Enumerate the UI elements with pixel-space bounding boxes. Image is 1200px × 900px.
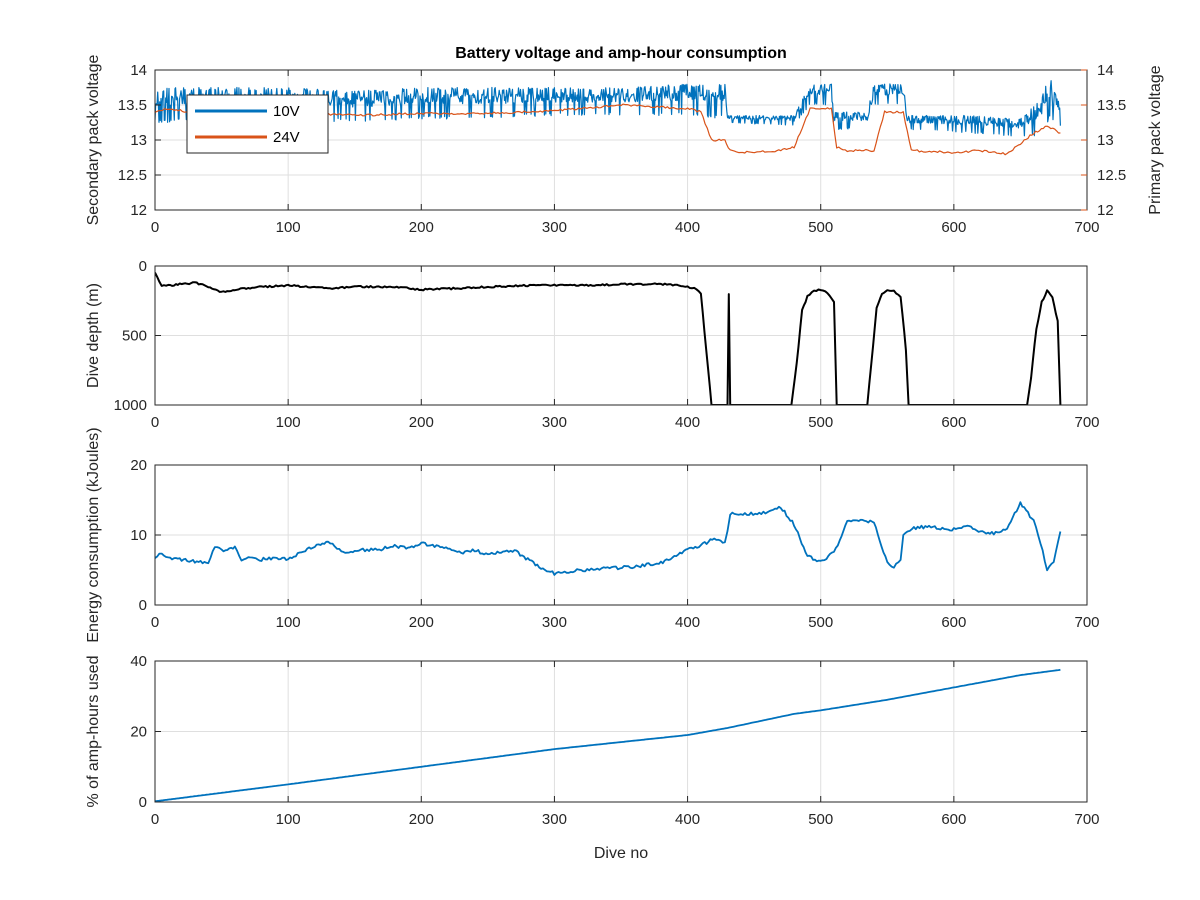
x-tick-label: 200 bbox=[409, 811, 434, 828]
y-tick-label: 20 bbox=[130, 457, 147, 474]
amp-hours-panel: 0 100 200 300 400 500 600 700 0 20 40 % of amp-hour… bbox=[85, 653, 1100, 828]
x-tick-label: 200 bbox=[409, 219, 434, 236]
x-tick-label: 600 bbox=[941, 811, 966, 828]
legend-box bbox=[186, 94, 329, 154]
x-tick-label: 300 bbox=[542, 219, 567, 236]
y-tick-label: 10 bbox=[130, 527, 147, 544]
x-tick-label: 0 bbox=[151, 414, 159, 431]
x-tick-label: 700 bbox=[1074, 219, 1099, 236]
y-tick-label: 13 bbox=[130, 132, 147, 149]
legend: 10V 24V bbox=[186, 94, 329, 154]
y-tick-label: 500 bbox=[122, 328, 147, 345]
x-tick-label: 300 bbox=[542, 811, 567, 828]
legend-entry-label: 10V bbox=[273, 103, 300, 120]
y-tick-label: 20 bbox=[130, 724, 147, 741]
y-tick-label: 40 bbox=[130, 653, 147, 670]
voltage-panel: 0 100 200 300 400 500 600 7001212.51313.5141212… bbox=[85, 55, 1164, 236]
x-tick-label: 500 bbox=[808, 614, 833, 631]
x-tick-label: 500 bbox=[808, 811, 833, 828]
x-tick-label: 0 bbox=[151, 811, 159, 828]
x-tick-label: 0 bbox=[151, 614, 159, 631]
y-tick-label: 12.5 bbox=[118, 167, 147, 184]
figure-title: Battery voltage and amp-hour consumption bbox=[455, 45, 787, 62]
x-tick-label: 600 bbox=[941, 219, 966, 236]
x-tick-label: 600 bbox=[941, 414, 966, 431]
x-tick-label: 100 bbox=[276, 614, 301, 631]
y-tick-label: 0 bbox=[139, 597, 147, 614]
series-line-panel-3 bbox=[155, 668, 1061, 802]
series-group bbox=[155, 668, 1061, 802]
series-group bbox=[155, 272, 1062, 405]
x-tick-label: 500 bbox=[808, 219, 833, 236]
y-right-tick-label: 13.5 bbox=[1097, 97, 1126, 114]
y-right-axis-label: Primary pack voltage bbox=[1147, 65, 1164, 214]
x-tick-label: 200 bbox=[409, 614, 434, 631]
x-tick-label: 400 bbox=[675, 614, 700, 631]
x-tick-label: 400 bbox=[675, 219, 700, 236]
y-tick-label: 14 bbox=[130, 62, 147, 79]
y-axis-label: Dive depth (m) bbox=[85, 283, 102, 388]
x-tick-label: 100 bbox=[276, 219, 301, 236]
energy-panel: 0 100 200 300 400 500 600 700 0 10 20 Energy consum… bbox=[85, 427, 1100, 642]
y-right-tick-label: 13 bbox=[1097, 132, 1114, 149]
x-tick-label: 100 bbox=[276, 414, 301, 431]
y-tick-label: 1000 bbox=[114, 397, 147, 414]
y-axis-label: Secondary pack voltage bbox=[85, 55, 102, 226]
x-tick-label: 100 bbox=[276, 811, 301, 828]
y-right-tick-label: 12.5 bbox=[1097, 167, 1126, 184]
x-tick-label: 600 bbox=[941, 614, 966, 631]
y-tick-label: 0 bbox=[139, 258, 147, 275]
x-tick-label: 700 bbox=[1074, 811, 1099, 828]
x-tick-label: 500 bbox=[808, 414, 833, 431]
x-tick-label: 200 bbox=[409, 414, 434, 431]
depth-panel: 0 100 200 300 400 500 600 700 0 500 1000 Dive depth… bbox=[85, 258, 1100, 431]
y-tick-label: 13.5 bbox=[118, 97, 147, 114]
figure-xlabel: Dive no bbox=[594, 845, 648, 862]
x-tick-label: 300 bbox=[542, 614, 567, 631]
y-right-tick-label: 12 bbox=[1097, 202, 1114, 219]
legend-entry-label: 24V bbox=[273, 129, 300, 146]
x-tick-label: 700 bbox=[1074, 614, 1099, 631]
x-tick-label: 300 bbox=[542, 414, 567, 431]
y-tick-label: 12 bbox=[130, 202, 147, 219]
series-line-panel-2 bbox=[155, 501, 1062, 576]
x-tick-label: 400 bbox=[675, 414, 700, 431]
x-tick-label: 700 bbox=[1074, 414, 1099, 431]
series-line-panel-1 bbox=[155, 272, 1062, 405]
x-tick-label: 0 bbox=[151, 219, 159, 236]
x-tick-label: 400 bbox=[675, 811, 700, 828]
series-group bbox=[155, 501, 1062, 576]
y-axis-label: Energy consumption (kJoules) bbox=[85, 427, 102, 642]
y-right-tick-label: 14 bbox=[1097, 62, 1114, 79]
y-axis-label: % of amp-hours used bbox=[85, 655, 102, 807]
y-tick-label: 0 bbox=[139, 794, 147, 811]
